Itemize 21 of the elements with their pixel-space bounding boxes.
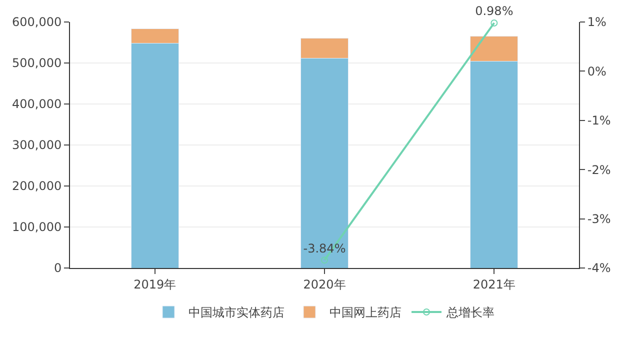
y-tick-label: 200,000: [12, 179, 62, 194]
x-tick-label: 2021年: [472, 277, 516, 292]
y-tick-label: 0: [54, 261, 62, 276]
y2-tick-label: 1%: [587, 15, 606, 30]
data-label: -3.84%: [303, 241, 346, 256]
legend-label: 中国城市实体药店: [188, 306, 284, 320]
y-tick-label: 100,000: [12, 220, 62, 234]
y-tick-label: 400,000: [12, 97, 62, 112]
y2-tick-label: 0%: [587, 64, 606, 78]
data-label: 0.98%: [475, 4, 514, 18]
y2-tick-label: -4%: [587, 261, 611, 276]
y2-tick-label: -2%: [587, 162, 611, 177]
y-tick-label: 600,000: [12, 15, 62, 30]
x-tick-label: 2020年: [303, 277, 346, 292]
y-tick-label: 300,000: [12, 138, 62, 152]
y2-tick-label: -1%: [587, 114, 611, 128]
x-tick-label: 2019年: [134, 277, 176, 292]
legend-label: 中国网上药店: [330, 306, 402, 320]
y-tick-label: 500,000: [12, 56, 62, 70]
legend-label: 总增长率: [446, 306, 494, 320]
y2-tick-label: -3%: [587, 212, 611, 226]
